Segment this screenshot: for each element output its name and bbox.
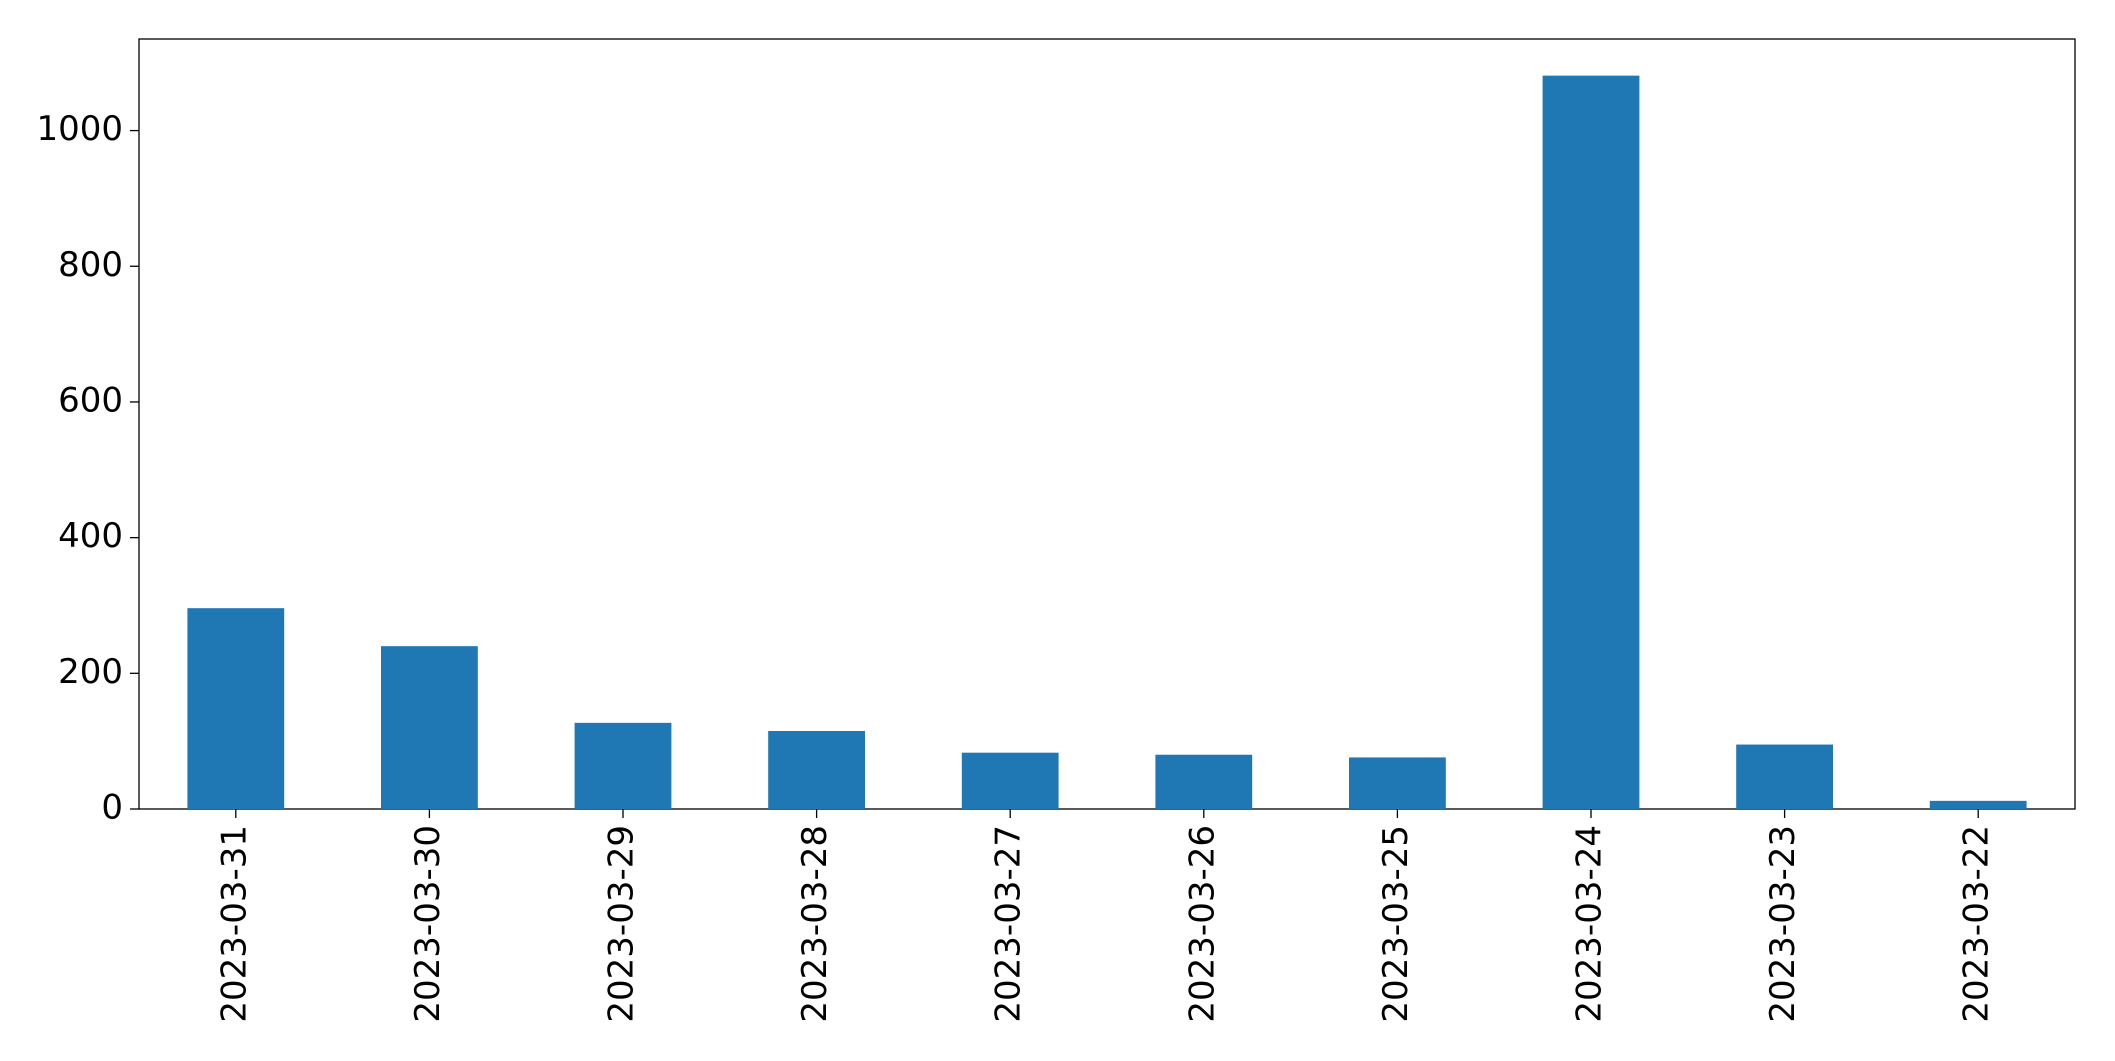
x-tick-label: 2023-03-30 — [408, 825, 448, 1023]
x-tick-label: 2023-03-26 — [1182, 825, 1222, 1023]
bar — [1155, 754, 1253, 809]
bar — [1929, 800, 2027, 809]
bar — [961, 752, 1059, 809]
y-tick-label: 400 — [58, 516, 123, 556]
y-tick-label: 200 — [58, 652, 123, 692]
x-tick-label: 2023-03-27 — [989, 825, 1029, 1023]
bar — [768, 730, 865, 809]
x-tick-label: 2023-03-29 — [602, 825, 642, 1023]
bar — [1542, 75, 1640, 810]
y-tick-label: 0 — [101, 788, 123, 828]
bar — [381, 646, 478, 809]
bar — [574, 722, 672, 809]
x-tick-label: 2023-03-31 — [214, 825, 254, 1023]
bar — [1736, 744, 1833, 809]
bar — [1349, 757, 1446, 809]
x-tick-label: 2023-03-22 — [1957, 825, 1997, 1023]
x-tick-label: 2023-03-25 — [1376, 825, 1416, 1023]
y-tick-label: 1000 — [36, 109, 123, 149]
x-tick-label: 2023-03-28 — [795, 825, 835, 1023]
y-tick-label: 800 — [58, 245, 123, 285]
bar — [187, 608, 285, 809]
x-tick-label: 2023-03-23 — [1763, 825, 1803, 1023]
y-tick-label: 600 — [58, 380, 123, 420]
plot-frame — [138, 38, 2076, 810]
x-tick-label: 2023-03-24 — [1570, 825, 1610, 1023]
